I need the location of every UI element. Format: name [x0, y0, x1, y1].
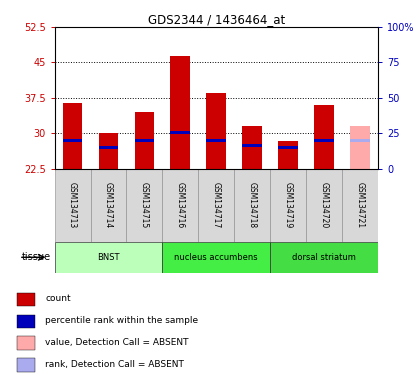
Bar: [171, 56, 190, 169]
Bar: [234, 169, 270, 242]
Bar: [55, 169, 91, 242]
Bar: [163, 169, 198, 242]
Text: rank, Detection Call = ABSENT: rank, Detection Call = ABSENT: [45, 360, 184, 369]
Bar: [91, 169, 126, 242]
Bar: [314, 139, 334, 142]
Bar: [198, 169, 234, 242]
Bar: [278, 141, 298, 169]
Bar: [163, 242, 270, 273]
Text: GSM134714: GSM134714: [104, 182, 113, 228]
Bar: [242, 126, 262, 169]
Text: percentile rank within the sample: percentile rank within the sample: [45, 316, 199, 325]
Bar: [350, 126, 370, 169]
Bar: [99, 133, 118, 169]
Bar: [270, 169, 306, 242]
Bar: [206, 93, 226, 169]
Text: GSM134721: GSM134721: [356, 182, 365, 228]
Bar: [270, 242, 378, 273]
Text: GSM134713: GSM134713: [68, 182, 77, 228]
Text: GSM134715: GSM134715: [140, 182, 149, 228]
Bar: [134, 139, 154, 142]
Bar: [278, 146, 298, 149]
Text: GSM134718: GSM134718: [248, 182, 257, 228]
Bar: [134, 112, 154, 169]
Bar: [16, 314, 35, 328]
Text: GSM134717: GSM134717: [212, 182, 221, 228]
Bar: [55, 242, 163, 273]
Text: tissue: tissue: [21, 252, 50, 262]
Bar: [342, 169, 378, 242]
Bar: [314, 105, 334, 169]
Bar: [99, 146, 118, 149]
Text: BNST: BNST: [97, 253, 120, 262]
Text: count: count: [45, 295, 71, 303]
Text: GSM134720: GSM134720: [320, 182, 328, 228]
Bar: [126, 169, 163, 242]
Text: value, Detection Call = ABSENT: value, Detection Call = ABSENT: [45, 338, 189, 347]
Bar: [16, 293, 35, 306]
Bar: [242, 144, 262, 147]
Bar: [16, 358, 35, 372]
Title: GDS2344 / 1436464_at: GDS2344 / 1436464_at: [148, 13, 285, 26]
Bar: [306, 169, 342, 242]
Bar: [206, 139, 226, 142]
Bar: [63, 139, 82, 142]
Bar: [16, 336, 35, 350]
Text: dorsal striatum: dorsal striatum: [292, 253, 356, 262]
Bar: [63, 103, 82, 169]
Text: GSM134719: GSM134719: [284, 182, 293, 228]
Bar: [171, 131, 190, 134]
Text: nucleus accumbens: nucleus accumbens: [174, 253, 258, 262]
Bar: [350, 139, 370, 142]
Text: GSM134716: GSM134716: [176, 182, 185, 228]
